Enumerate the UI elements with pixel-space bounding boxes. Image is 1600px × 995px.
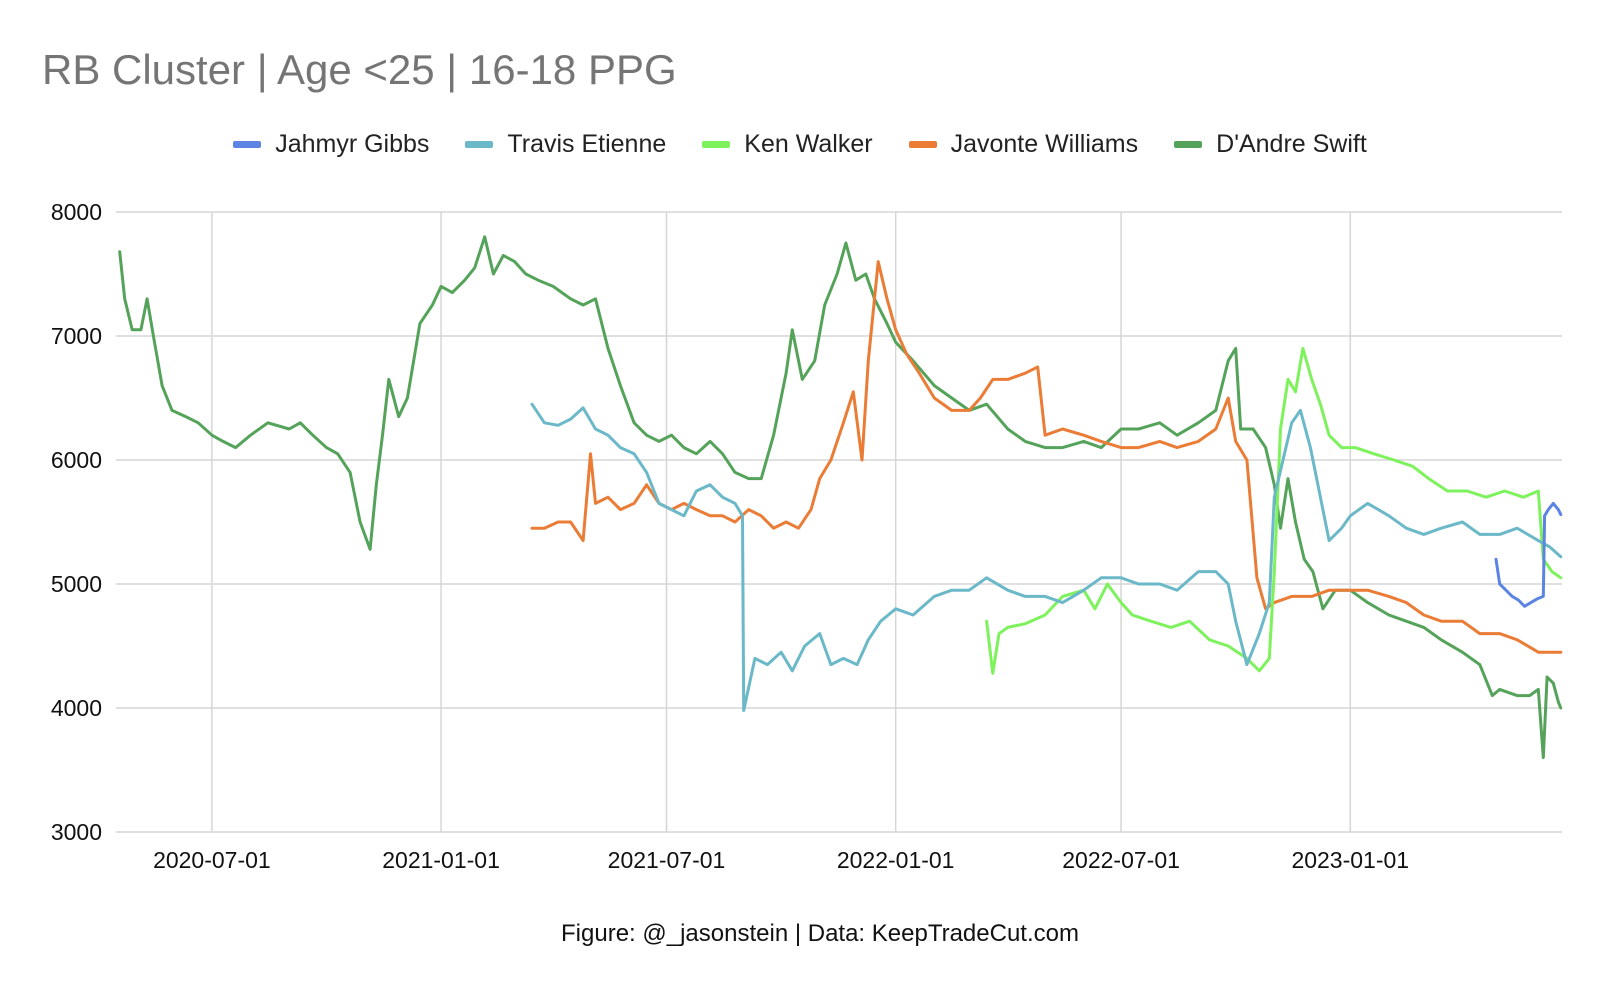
legend-item-ken-walker[interactable]: Ken Walker	[702, 130, 873, 159]
legend: Jahmyr Gibbs Travis Etienne Ken Walker J…	[0, 130, 1600, 159]
x-tick-label: 2022-07-01	[1062, 847, 1180, 873]
legend-label: Ken Walker	[744, 130, 873, 158]
x-tick-label: 2021-01-01	[382, 847, 500, 873]
x-tick-label: 2022-01-01	[837, 847, 955, 873]
y-tick-label: 7000	[51, 323, 102, 349]
legend-label: Javonte Williams	[950, 130, 1139, 158]
legend-swatch	[702, 141, 731, 148]
legend-label: Travis Etienne	[507, 130, 667, 158]
chart-title: RB Cluster | Age <25 | 16-18 PPG	[42, 46, 677, 93]
legend-item-javonte-williams[interactable]: Javonte Williams	[908, 130, 1139, 159]
series-line-javonte-williams	[530, 260, 1563, 654]
x-tick-label: 2020-07-01	[153, 847, 271, 873]
x-tick-label: 2023-01-01	[1291, 847, 1409, 873]
legend-swatch	[1174, 141, 1203, 148]
y-tick-label: 6000	[51, 447, 102, 473]
y-tick-label: 8000	[51, 199, 102, 225]
legend-swatch	[465, 141, 494, 148]
y-axis-labels: 3000 4000 5000 6000 7000 8000	[51, 199, 102, 845]
y-tick-label: 4000	[51, 695, 102, 721]
series-line-d-andre-swift	[118, 235, 1563, 760]
x-tick-label: 2021-07-01	[608, 847, 726, 873]
grid	[116, 211, 1562, 833]
series-lines	[118, 235, 1563, 760]
legend-item-travis-etienne[interactable]: Travis Etienne	[465, 130, 666, 159]
x-axis-labels: 2020-07-01 2021-01-01 2021-07-01 2022-01-01…	[153, 847, 1409, 873]
legend-swatch	[908, 141, 937, 148]
series-line-jahmyr-gibbs	[1494, 501, 1563, 608]
y-tick-label: 3000	[51, 819, 102, 845]
legend-item-jahmyr-gibbs[interactable]: Jahmyr Gibbs	[233, 130, 429, 159]
legend-label: Jahmyr Gibbs	[275, 130, 430, 158]
source-caption: Figure: @_jasonstein | Data: KeepTradeCu…	[561, 920, 1079, 947]
legend-item-dandre-swift[interactable]: D'Andre Swift	[1174, 130, 1367, 159]
series-line-travis-etienne	[530, 402, 1563, 712]
legend-label: D'Andre Swift	[1216, 130, 1367, 158]
legend-swatch	[233, 141, 262, 148]
y-tick-label: 5000	[51, 571, 102, 597]
